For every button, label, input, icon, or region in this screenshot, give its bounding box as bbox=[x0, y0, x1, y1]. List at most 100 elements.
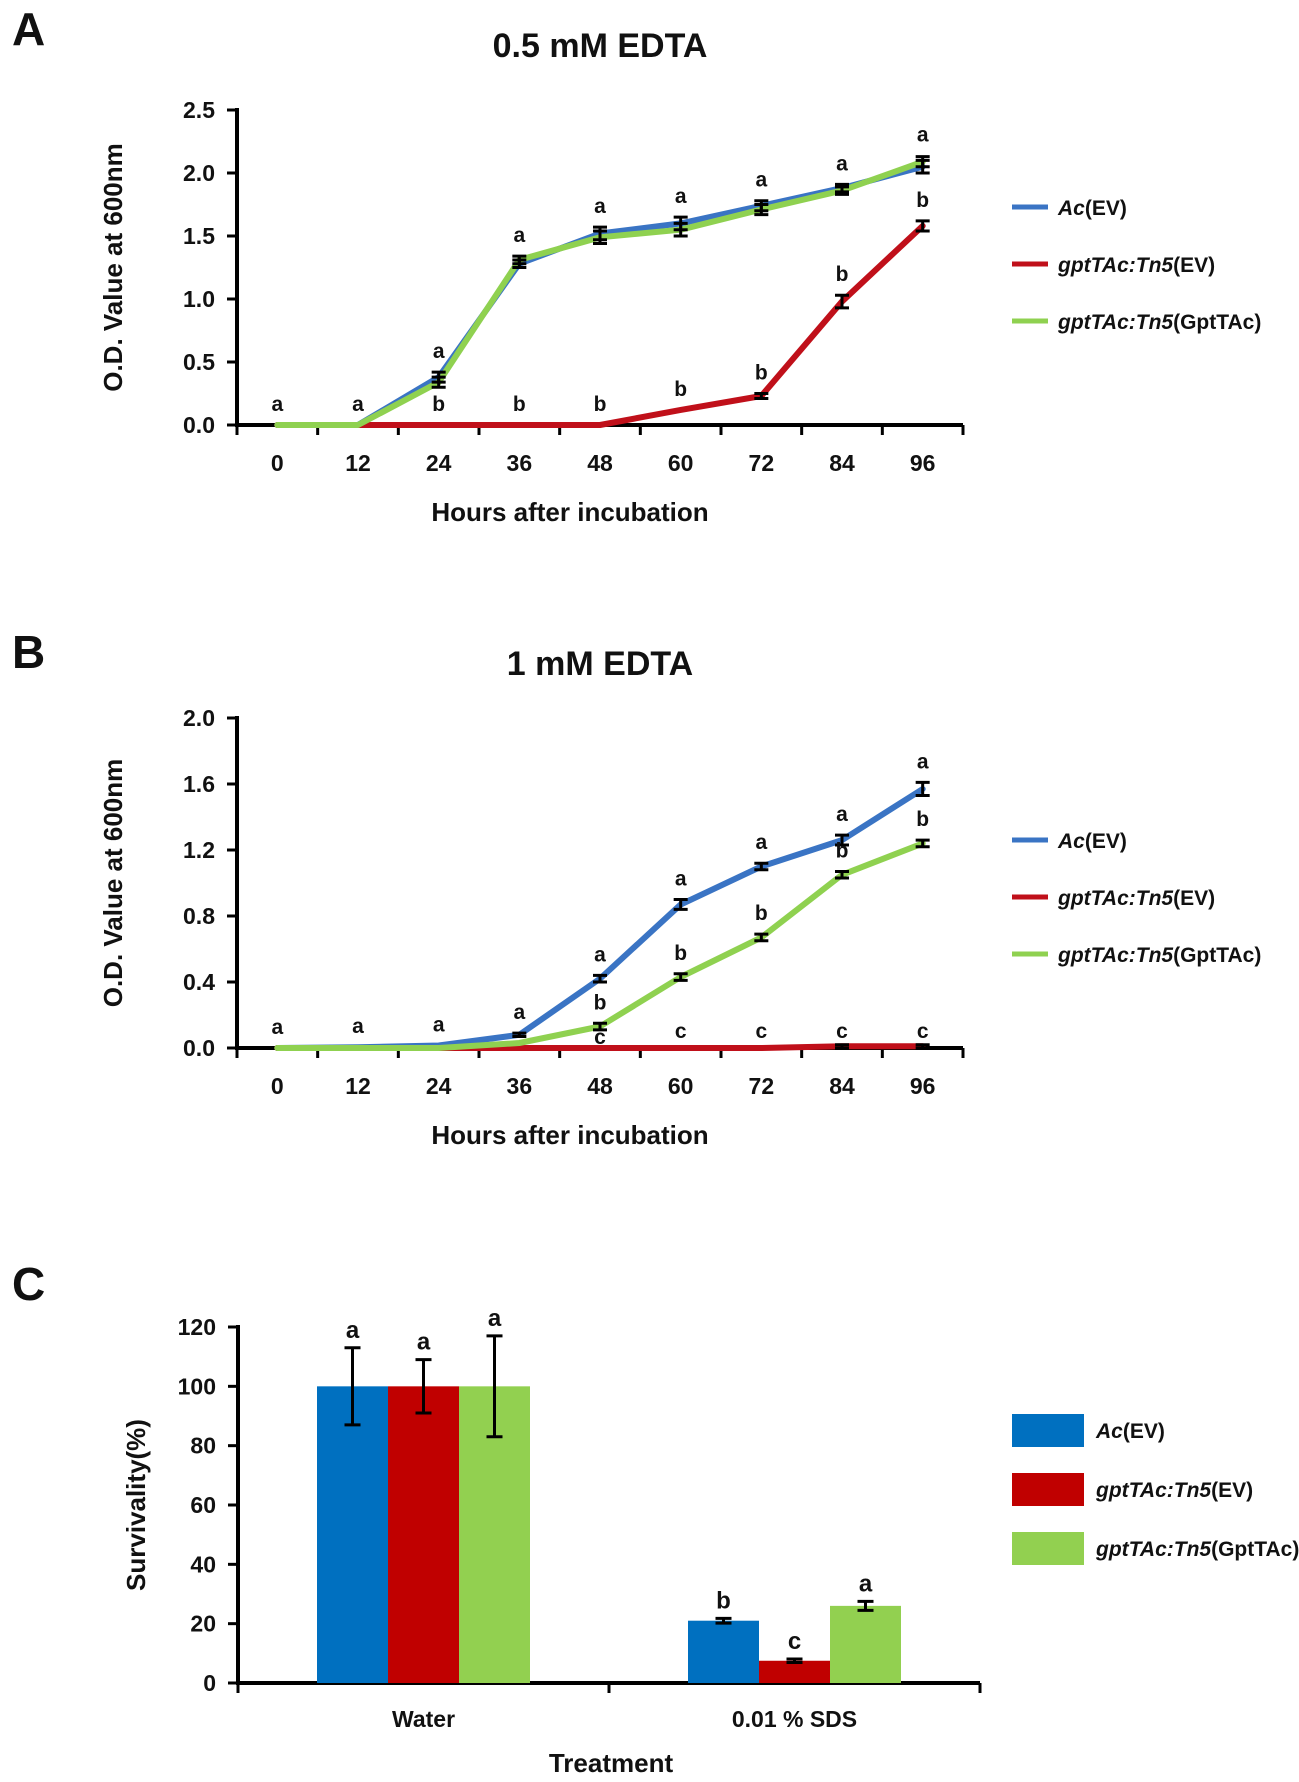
y-tick-label-b: 2.0 bbox=[183, 705, 215, 731]
y-tick-label-c: 120 bbox=[178, 1314, 216, 1340]
significance-letter-b: c bbox=[836, 1020, 848, 1043]
significance-letter-b: a bbox=[433, 1014, 445, 1037]
y-tick-label-b: 0.8 bbox=[183, 903, 215, 929]
legend-label-b-1: gptTAc:Tn5(EV) bbox=[1057, 887, 1215, 910]
x-tick-label-b: 96 bbox=[910, 1073, 936, 1099]
error-bar-a bbox=[673, 221, 688, 238]
x-tick-label-b: 48 bbox=[587, 1073, 613, 1099]
x-tick-label-a: 12 bbox=[345, 450, 371, 476]
legend-label-b-2: gptTAc:Tn5(GptTAc) bbox=[1057, 944, 1261, 967]
y-axis-title-b: O.D. Value at 600nm bbox=[98, 759, 128, 1008]
error-bar-b bbox=[754, 861, 769, 872]
significance-letter-a: a bbox=[352, 393, 364, 416]
significance-letter-a: b bbox=[513, 393, 526, 416]
legend-label-a-2: gptTAc:Tn5(GptTAc) bbox=[1057, 311, 1261, 334]
legend-label-c-2: gptTAc:Tn5(GptTAc) bbox=[1095, 1538, 1299, 1561]
panel-label-b: B bbox=[12, 626, 45, 678]
y-tick-label-c: 60 bbox=[190, 1492, 216, 1518]
legend-swatch-c-1 bbox=[1012, 1473, 1084, 1506]
error-bar-b bbox=[835, 1043, 849, 1050]
panel-label-a: A bbox=[12, 3, 45, 55]
significance-letter-a: a bbox=[433, 340, 445, 363]
significance-letter-b: a bbox=[271, 1016, 283, 1039]
x-tick-label-b: 84 bbox=[829, 1073, 855, 1099]
error-bar-a bbox=[754, 392, 769, 401]
y-tick-label-b: 0.0 bbox=[183, 1035, 215, 1061]
chart-c: 0 20 40 60 80 100 120 Water a a a 0.01 % SDS b c a Trea… bbox=[121, 1305, 1299, 1778]
series-line-a-1 bbox=[274, 222, 926, 428]
legend-label-c-0: Ac(EV) bbox=[1095, 1420, 1165, 1443]
significance-letter-b: c bbox=[917, 1020, 929, 1043]
error-bar-c bbox=[486, 1334, 503, 1439]
legend-label-c-1: gptTAc:Tn5(EV) bbox=[1095, 1479, 1253, 1502]
x-tick-label-a: 60 bbox=[668, 450, 694, 476]
error-bar-b bbox=[593, 973, 607, 984]
significance-letter-c: b bbox=[716, 1587, 731, 1614]
y-tick-label-c: 0 bbox=[203, 1670, 216, 1696]
panel-label-c: C bbox=[12, 1258, 45, 1310]
x-tick-label-b: 36 bbox=[507, 1073, 533, 1099]
significance-letter-a: b bbox=[916, 189, 929, 212]
significance-letter-a: b bbox=[755, 362, 768, 385]
x-tick-label-b: 24 bbox=[426, 1073, 452, 1099]
legend-label-a-0: Ac(EV) bbox=[1057, 197, 1127, 220]
significance-letter-b: b bbox=[755, 902, 768, 925]
error-bar-b bbox=[754, 932, 769, 943]
significance-letter-b: c bbox=[594, 1026, 606, 1049]
significance-letter-a: a bbox=[755, 169, 767, 192]
x-tick-label-b: 60 bbox=[668, 1073, 694, 1099]
significance-letter-b: b bbox=[594, 991, 607, 1014]
bar-2-1 bbox=[830, 1605, 901, 1683]
error-bar-b bbox=[915, 838, 930, 849]
error-bar-c bbox=[415, 1358, 432, 1415]
chart-a: 0.5 mM EDTA 0.0 0.5 1.0 1.5 2.0 2.5 0 12 24 36 48 60… bbox=[98, 27, 1261, 527]
error-bar-a bbox=[754, 203, 769, 217]
x-tick-label-b: 12 bbox=[345, 1073, 371, 1099]
x-axis-title-b: Hours after incubation bbox=[431, 1120, 708, 1150]
error-bar-b bbox=[673, 898, 688, 911]
significance-letter-b: a bbox=[594, 943, 606, 966]
significance-letter-a: b bbox=[836, 263, 849, 286]
significance-letter-a: a bbox=[513, 224, 525, 247]
significance-letter-c: a bbox=[488, 1305, 502, 1332]
y-axis-title-c: Survivality(%) bbox=[121, 1419, 151, 1591]
error-bar-a bbox=[593, 229, 607, 246]
error-bar-b bbox=[673, 972, 688, 982]
error-bar-c bbox=[344, 1346, 361, 1427]
significance-letter-b: a bbox=[917, 750, 929, 773]
x-axis-title-a: Hours after incubation bbox=[431, 497, 708, 527]
x-tick-label-b: 0 bbox=[271, 1073, 284, 1099]
error-bar-a bbox=[835, 185, 849, 196]
significance-letter-a: b bbox=[674, 378, 687, 401]
y-tick-label-c: 40 bbox=[190, 1551, 216, 1577]
error-bar-a bbox=[431, 375, 446, 389]
error-bar-b bbox=[835, 833, 849, 847]
y-tick-label-c: 20 bbox=[190, 1611, 216, 1637]
significance-letter-a: a bbox=[917, 123, 929, 146]
error-bar-b bbox=[915, 1043, 930, 1050]
significance-letter-a: b bbox=[594, 393, 607, 416]
error-bar-b bbox=[915, 780, 930, 798]
y-tick-label-c: 100 bbox=[178, 1373, 216, 1399]
significance-letter-a: a bbox=[836, 152, 848, 175]
y-tick-label-a: 0.5 bbox=[183, 349, 215, 375]
x-tick-label-a: 36 bbox=[507, 450, 533, 476]
significance-letter-a: a bbox=[271, 393, 283, 416]
legend-swatch-c-2 bbox=[1012, 1532, 1084, 1565]
y-tick-label-b: 0.4 bbox=[183, 969, 215, 995]
error-bar-a bbox=[915, 155, 930, 169]
significance-letter-b: c bbox=[755, 1020, 767, 1043]
category-label-c: 0.01 % SDS bbox=[732, 1706, 857, 1732]
legend-label-a-1: gptTAc:Tn5(EV) bbox=[1057, 254, 1215, 277]
x-tick-label-a: 84 bbox=[829, 450, 855, 476]
error-bar-a bbox=[512, 254, 527, 266]
error-bar-c bbox=[786, 1657, 803, 1665]
chart-title-b: 1 mM EDTA bbox=[507, 645, 693, 683]
x-tick-label-a: 96 bbox=[910, 450, 936, 476]
significance-letter-b: c bbox=[675, 1020, 687, 1043]
legend-swatch-c-0 bbox=[1012, 1414, 1084, 1447]
y-tick-label-b: 1.6 bbox=[183, 771, 215, 797]
error-bar-b bbox=[593, 1021, 607, 1032]
error-bar-b bbox=[835, 869, 849, 880]
x-tick-label-a: 24 bbox=[426, 450, 452, 476]
